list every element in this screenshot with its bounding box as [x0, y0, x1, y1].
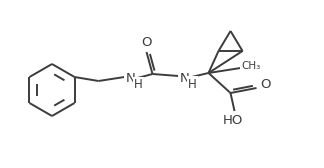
Text: HO: HO: [222, 114, 243, 127]
Text: H: H: [188, 77, 197, 91]
Text: O: O: [141, 36, 152, 50]
Text: N: N: [179, 72, 190, 85]
Text: O: O: [260, 77, 271, 91]
Text: N: N: [126, 73, 135, 86]
Text: H: H: [134, 78, 143, 92]
Text: CH₃: CH₃: [241, 61, 260, 71]
